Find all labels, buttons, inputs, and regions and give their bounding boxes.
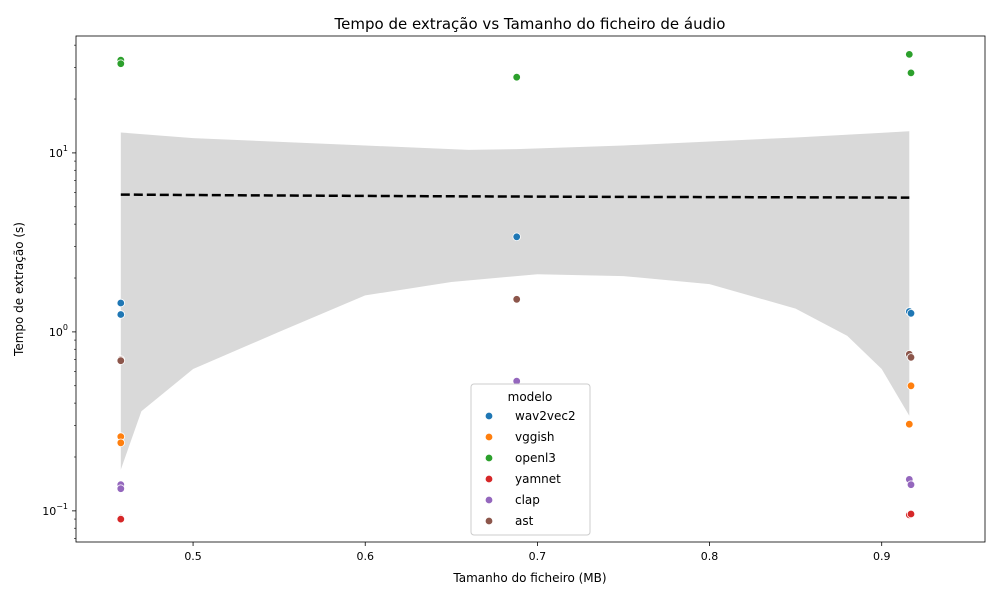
legend-marker-wav2vec2 — [484, 411, 494, 421]
legend-marker-ast — [484, 516, 494, 526]
x-tick-label: 0.6 — [356, 550, 374, 563]
data-point-ast — [512, 295, 521, 304]
data-point-openl3 — [905, 50, 914, 59]
x-axis-ticks: 0.5 0.6 0.7 0.8 0.9 — [184, 542, 890, 563]
legend-label-ast: ast — [515, 514, 534, 528]
data-point-openl3 — [116, 59, 125, 68]
confidence-band — [120, 131, 910, 470]
data-point-wav2vec2 — [116, 298, 125, 308]
legend-marker-openl3 — [484, 453, 494, 463]
data-point-openl3 — [512, 72, 521, 82]
y-tick-label: 101 — [49, 144, 68, 160]
x-axis-label: Tamanho do ficheiro (MB) — [452, 571, 606, 585]
data-point-wav2vec2 — [512, 232, 521, 241]
legend-label-wav2vec2: wav2vec2 — [515, 409, 576, 423]
legend-marker-yamnet — [484, 474, 494, 484]
plot-frame — [75, 35, 986, 543]
x-tick-label: 0.7 — [529, 550, 547, 563]
legend-label-openl3: openl3 — [515, 451, 556, 465]
x-tick-label: 0.5 — [184, 550, 202, 563]
chart-title: Tempo de extração vs Tamanho do ficheiro… — [334, 15, 726, 33]
data-point-wav2vec2 — [116, 310, 125, 319]
data-point-clap — [906, 480, 916, 489]
y-axis-ticks: 10−1 100 101 — [42, 44, 76, 539]
legend-label-clap: clap — [515, 493, 540, 507]
legend-marker-clap — [484, 495, 494, 505]
x-tick-label: 0.8 — [701, 550, 719, 563]
legend-label-yamnet: yamnet — [515, 472, 561, 486]
data-point-ast — [116, 356, 125, 365]
regression-line — [120, 193, 910, 199]
legend: modelo wav2vec2 vggish openl3 yamnet clap ast — [470, 383, 591, 536]
data-point-vggish — [906, 381, 916, 390]
y-tick-label: 10−1 — [42, 502, 68, 518]
data-point-wav2vec2 — [906, 309, 916, 318]
data-point-vggish — [905, 420, 914, 429]
legend-title: modelo — [508, 390, 553, 404]
x-tick-label: 0.9 — [873, 550, 891, 563]
data-point-openl3 — [906, 68, 916, 78]
data-point-ast — [906, 353, 916, 362]
y-axis-label: Tempo de extração (s) — [12, 222, 26, 357]
y-tick-label: 100 — [49, 323, 68, 339]
legend-box — [470, 383, 591, 536]
data-point-clap — [116, 484, 125, 493]
legend-marker-vggish — [484, 432, 494, 442]
data-point-vggish — [116, 438, 125, 447]
legend-label-vggish: vggish — [515, 430, 555, 444]
data-points — [116, 50, 916, 524]
data-point-yamnet — [906, 509, 916, 519]
confidence-band-area — [120, 131, 910, 470]
data-point-yamnet — [116, 514, 125, 524]
regression-line-path — [120, 193, 910, 199]
